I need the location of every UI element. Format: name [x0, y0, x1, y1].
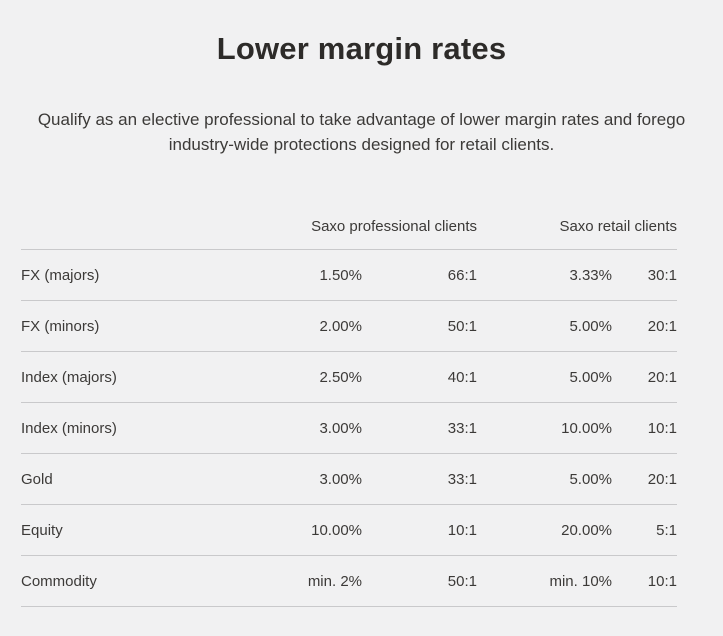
pro-leverage-cell: 10:1 [362, 504, 477, 556]
column-group-professional: Saxo professional clients [266, 203, 477, 250]
column-group-retail: Saxo retail clients [477, 203, 677, 250]
pro-margin-cell: min. 2% [266, 555, 362, 607]
page-title: Lower margin rates [216, 31, 507, 66]
row-label: Index (majors) [21, 351, 266, 403]
retail-leverage-cell: 20:1 [612, 351, 677, 403]
row-label: FX (minors) [21, 300, 266, 352]
pro-leverage-cell: 33:1 [362, 453, 477, 505]
table-row: Index (minors) 3.00% 33:1 10.00% 10:1 [21, 402, 677, 454]
pro-leverage-cell: 50:1 [362, 555, 477, 607]
table-row: FX (majors) 1.50% 66:1 3.33% 30:1 [21, 249, 677, 301]
row-label: Gold [21, 453, 266, 505]
retail-margin-cell: 3.33% [477, 249, 612, 301]
retail-leverage-cell: 20:1 [612, 453, 677, 505]
row-label: FX (majors) [21, 249, 266, 301]
table-header-row: Saxo professional clients Saxo retail cl… [21, 203, 677, 250]
pro-margin-cell: 3.00% [266, 402, 362, 454]
retail-margin-cell: min. 10% [477, 555, 612, 607]
retail-margin-cell: 5.00% [477, 351, 612, 403]
row-label: Commodity [21, 555, 266, 607]
pro-margin-cell: 3.00% [266, 453, 362, 505]
pro-margin-cell: 10.00% [266, 504, 362, 556]
margin-rates-table: Saxo professional clients Saxo retail cl… [21, 203, 677, 607]
pro-leverage-cell: 50:1 [362, 300, 477, 352]
pro-leverage-cell: 66:1 [362, 249, 477, 301]
retail-leverage-cell: 10:1 [612, 402, 677, 454]
retail-margin-cell: 5.00% [477, 300, 612, 352]
retail-margin-cell: 10.00% [477, 402, 612, 454]
retail-margin-cell: 5.00% [477, 453, 612, 505]
pro-leverage-cell: 40:1 [362, 351, 477, 403]
pro-margin-cell: 2.50% [266, 351, 362, 403]
pro-margin-cell: 2.00% [266, 300, 362, 352]
retail-leverage-cell: 20:1 [612, 300, 677, 352]
retail-leverage-cell: 5:1 [612, 504, 677, 556]
retail-margin-cell: 20.00% [477, 504, 612, 556]
table-row: Commodity min. 2% 50:1 min. 10% 10:1 [21, 555, 677, 607]
retail-leverage-cell: 30:1 [612, 249, 677, 301]
retail-leverage-cell: 10:1 [612, 555, 677, 607]
page-subtitle: Qualify as an elective professional to t… [37, 110, 686, 154]
table-row: Index (majors) 2.50% 40:1 5.00% 20:1 [21, 351, 677, 403]
row-label: Index (minors) [21, 402, 266, 454]
row-label: Equity [21, 504, 266, 556]
header-spacer-cell [21, 203, 266, 250]
pro-leverage-cell: 33:1 [362, 402, 477, 454]
table-row: Gold 3.00% 33:1 5.00% 20:1 [21, 453, 677, 505]
table-row: FX (minors) 2.00% 50:1 5.00% 20:1 [21, 300, 677, 352]
pro-margin-cell: 1.50% [266, 249, 362, 301]
table-row: Equity 10.00% 10:1 20.00% 5:1 [21, 504, 677, 556]
